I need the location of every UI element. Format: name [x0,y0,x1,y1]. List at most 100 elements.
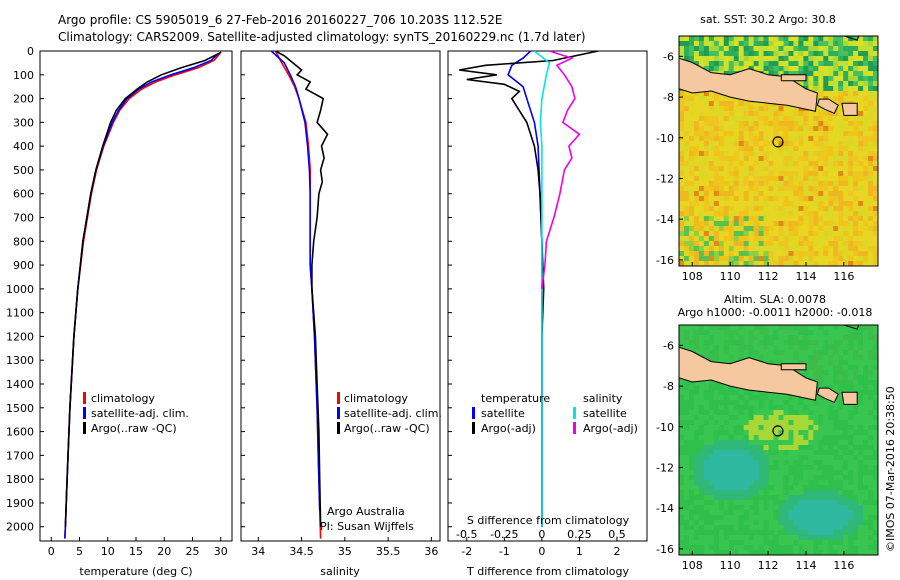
map-cell [788,256,795,262]
map-cell [708,116,715,122]
map-cell [718,46,725,52]
map-cell [743,36,750,42]
map-cell [763,445,770,451]
map-cell [793,425,799,431]
map-cell [693,156,700,162]
map-cell [828,256,834,262]
map-cell [868,36,874,42]
map-cell [813,126,819,132]
map-cell [693,345,700,351]
map-cell [868,151,874,157]
map-cell [868,56,874,62]
map-cell [713,46,720,52]
map-cell [703,470,710,476]
map-cell [818,445,824,451]
map-cell [738,450,745,456]
map-cell [703,335,710,341]
map-cell [838,211,844,217]
map-cell [843,415,849,421]
map-cell [768,111,775,117]
map-cell [783,550,790,555]
map-cell [808,231,814,237]
map-cell [823,375,829,381]
map-cell [818,535,824,541]
map-cell [828,325,834,331]
map-cell [793,500,799,506]
map-cell [803,425,809,431]
map-cell [808,370,814,376]
map-cell [748,510,755,516]
map-cell [828,176,834,182]
map-cell [773,131,780,137]
map-cell [803,61,809,67]
map-cell [833,415,839,421]
map-cell [853,455,859,461]
map-cell [688,325,695,331]
map-cell [728,345,735,351]
map-cell [808,241,814,247]
map-cell [828,400,834,406]
map-cell [708,500,715,506]
map-cell [863,405,869,411]
map-cell [798,81,804,87]
map-cell [843,520,849,526]
map-cell [713,176,720,182]
map-cell [838,380,844,386]
map-cell [698,535,705,541]
map-cell [813,410,819,416]
map-cell [718,340,725,346]
map-cell [778,420,785,426]
map-cell [863,520,869,526]
map-cell [863,111,869,117]
map-cell [763,335,770,341]
map-cell [688,330,695,336]
map-cell [818,226,824,232]
map-cell [758,236,765,242]
map-cell [713,445,720,451]
map-cell [693,420,700,426]
map-cell [833,425,839,431]
map-cell [793,166,799,172]
map-cell [823,350,829,356]
map-cell [698,211,705,217]
map-cell [713,420,720,426]
map-cell [679,221,685,227]
map-cell [848,61,854,67]
map-cell [818,400,824,406]
map-cell [783,206,790,212]
map-cell [728,390,735,396]
map-cell [718,226,725,232]
map-cell [868,196,874,202]
map-cell [833,76,839,82]
map-cell [828,161,834,167]
map-cell [848,440,854,446]
map-cell [833,81,839,87]
map-cell [703,455,710,461]
map-cell [683,146,690,152]
map-cell [873,345,878,351]
map-cell [763,146,770,152]
map-cell [833,231,839,237]
map-cell [703,350,710,356]
map-cell [783,241,790,247]
depth-tick-label: 700 [13,212,34,225]
map-cell [798,236,804,242]
map-cell [768,410,775,416]
map-cell [753,420,760,426]
x-tick-label: 10 [101,545,115,558]
map-cell [778,515,785,521]
map-cell [713,350,720,356]
map-cell [763,181,770,187]
map-cell [793,345,799,351]
map-cell [688,156,695,162]
map-cell [853,206,859,212]
map-cell [688,335,695,341]
map-cell [758,500,765,506]
map-cell [833,141,839,147]
map-cell [778,226,785,232]
map-cell [828,51,834,57]
map-cell [743,425,750,431]
map-cell [703,410,710,416]
map-cell [853,251,859,257]
lombok-island [841,391,858,405]
